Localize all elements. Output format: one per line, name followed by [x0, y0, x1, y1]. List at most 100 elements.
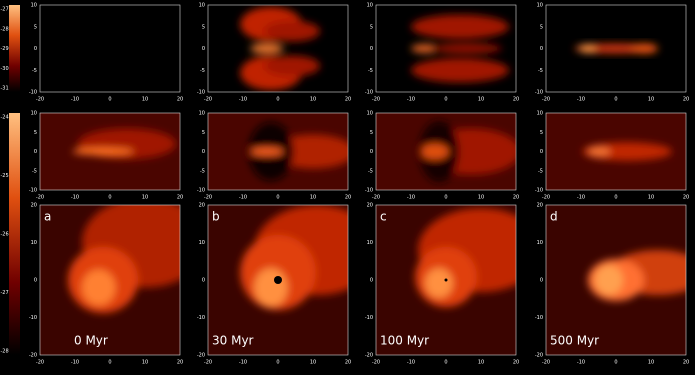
y-tick-label: 10	[31, 240, 37, 246]
x-tick-label: 10	[142, 97, 148, 103]
emission	[68, 205, 180, 313]
y-tick-label: 0	[34, 46, 37, 52]
gas	[82, 269, 116, 306]
x-tick-label: -10	[71, 195, 79, 201]
black-hole	[444, 278, 448, 282]
y-tick-label: -10	[197, 188, 205, 194]
x-tick-label: 0	[614, 360, 617, 366]
panel-image	[208, 113, 348, 190]
x-tick-label: -10	[239, 97, 247, 103]
y-tick-label: -10	[29, 90, 37, 96]
y-tick-label: -5	[32, 168, 37, 174]
y-tick-label: 10	[367, 111, 373, 117]
panel-image	[376, 205, 516, 355]
y-tick-label: 10	[537, 240, 543, 246]
x-tick-label: -10	[407, 360, 415, 366]
gas	[264, 20, 320, 42]
y-tick-label: 10	[199, 240, 205, 246]
colorbar	[9, 5, 20, 92]
x-tick-label: 10	[310, 195, 316, 201]
emission	[240, 205, 348, 310]
y-tick-label: -10	[29, 315, 37, 321]
y-tick-label: 0	[202, 46, 205, 52]
x-tick-label: -20	[204, 195, 212, 201]
x-tick-label: 20	[177, 360, 183, 366]
y-tick-label: 5	[370, 24, 373, 30]
panel-background	[40, 5, 180, 92]
x-tick-label: -10	[407, 195, 415, 201]
emission	[419, 120, 516, 183]
y-tick-label: 20	[537, 203, 543, 209]
gas	[588, 146, 611, 157]
y-tick-label: 10	[537, 3, 543, 9]
x-tick-label: -20	[542, 360, 550, 366]
colorbar	[9, 113, 20, 355]
gas	[411, 44, 439, 53]
gas	[254, 268, 288, 307]
colorbar-tick-label: -24	[1, 115, 9, 121]
colorbar-tick-label: -27	[1, 7, 9, 13]
colorbar-tick-label: -31	[1, 86, 9, 92]
y-tick-label: 5	[202, 130, 205, 136]
y-tick-label: 5	[540, 130, 543, 136]
panel-label: c	[380, 210, 387, 224]
y-tick-label: 20	[31, 203, 37, 209]
gas	[432, 43, 502, 54]
panel-frame	[375, 112, 517, 191]
panel-frame	[375, 204, 517, 356]
x-tick-label: -20	[372, 360, 380, 366]
y-tick-label: 0	[540, 46, 543, 52]
y-tick-label: -10	[535, 90, 543, 96]
x-tick-label: 10	[478, 97, 484, 103]
x-tick-label: 20	[513, 195, 519, 201]
y-tick-label: -10	[197, 315, 205, 321]
y-tick-label: 0	[540, 149, 543, 155]
y-tick-label: -10	[365, 188, 373, 194]
panel-frame	[207, 112, 349, 191]
x-tick-label: 0	[614, 195, 617, 201]
gas	[249, 147, 284, 156]
y-tick-label: 10	[31, 111, 37, 117]
y-tick-label: -20	[365, 353, 373, 359]
x-tick-label: -10	[71, 97, 79, 103]
x-tick-label: -10	[239, 195, 247, 201]
colorbar-tick-label: -28	[1, 349, 9, 355]
y-tick-label: 10	[367, 3, 373, 9]
y-tick-label: -5	[368, 68, 373, 74]
emission	[240, 6, 320, 91]
emission	[588, 250, 686, 301]
panel-label: b	[212, 210, 220, 224]
gas	[595, 265, 623, 295]
gas	[264, 55, 320, 77]
panel-image	[40, 5, 180, 92]
gas	[425, 268, 453, 298]
y-tick-label: 0	[202, 278, 205, 284]
y-tick-label: -10	[365, 90, 373, 96]
colorbar-tick-label: -30	[1, 66, 9, 72]
x-tick-label: 20	[345, 360, 351, 366]
colorbar-tick-label: -26	[1, 232, 9, 238]
x-tick-label: -10	[577, 360, 585, 366]
y-tick-label: 10	[31, 3, 37, 9]
y-tick-label: 0	[34, 149, 37, 155]
panel-image	[40, 205, 180, 355]
y-tick-label: -10	[535, 188, 543, 194]
colorbar-tick-label: -28	[1, 26, 9, 32]
emission	[582, 142, 672, 161]
y-tick-label: -10	[535, 315, 543, 321]
emission	[248, 122, 348, 181]
gas	[420, 143, 449, 160]
y-tick-label: 0	[202, 149, 205, 155]
x-tick-label: 0	[276, 360, 279, 366]
panel-frame	[39, 112, 181, 191]
black-hole	[274, 276, 282, 284]
panel-time: 0 Myr	[74, 334, 108, 348]
panel-frame	[545, 204, 687, 356]
x-tick-label: 20	[177, 195, 183, 201]
x-tick-label: 20	[683, 360, 689, 366]
panel-image	[546, 5, 686, 92]
y-tick-label: 10	[199, 3, 205, 9]
x-tick-label: 20	[345, 97, 351, 103]
panel-frame	[375, 4, 517, 93]
x-tick-label: 10	[142, 195, 148, 201]
